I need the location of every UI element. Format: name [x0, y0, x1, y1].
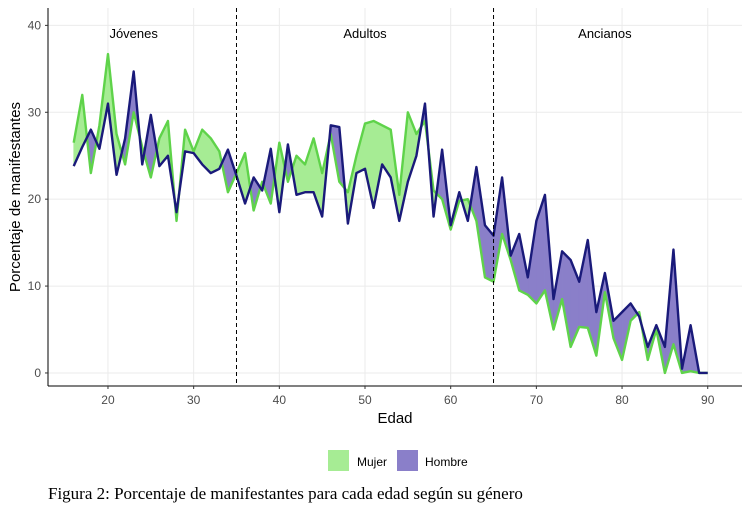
y-tick-label: 0: [34, 366, 41, 380]
x-tick-label: 60: [444, 393, 458, 407]
difference-area: [373, 120, 383, 208]
legend-label-mujer: Mujer: [357, 455, 387, 469]
period-labels: Jóvenes Adultos Ancianos: [109, 26, 632, 41]
series-lines: [72, 52, 708, 375]
y-tick-label: 40: [28, 18, 42, 32]
x-tick-label: 90: [701, 393, 715, 407]
difference-areas: [73, 54, 708, 374]
x-tick-label: 50: [358, 393, 372, 407]
x-tick-label: 70: [530, 393, 544, 407]
period-label: Jóvenes: [109, 26, 158, 41]
legend: Mujer Hombre: [328, 450, 468, 471]
axes: [45, 8, 742, 389]
legend-label-hombre: Hombre: [425, 455, 468, 469]
y-tick-label: 30: [28, 105, 42, 119]
y-tick-label: 10: [28, 279, 42, 293]
period-label: Adultos: [343, 26, 387, 41]
difference-area: [304, 138, 314, 193]
y-tick-label: 20: [28, 192, 42, 206]
x-tick-label: 40: [273, 393, 287, 407]
x-tick-label: 30: [187, 393, 201, 407]
x-axis-title: Edad: [377, 410, 412, 427]
tick-labels: 0 10 20 30 40 20 30 40 50 60 70 80 90: [28, 18, 715, 407]
x-tick-label: 20: [101, 393, 115, 407]
difference-area: [561, 250, 571, 347]
period-dividers: [235, 8, 495, 386]
difference-area: [364, 120, 374, 208]
legend-swatch-hombre: [397, 450, 418, 471]
period-label: Ancianos: [578, 26, 632, 41]
difference-area: [578, 239, 589, 329]
x-tick-label: 80: [615, 393, 629, 407]
figure-caption: Figura 2: Porcentaje de manifestantes pa…: [48, 484, 523, 503]
legend-swatch-mujer: [328, 450, 349, 471]
y-axis-title: Porcentaje de manifestantes: [7, 102, 24, 292]
series-line-hombre: [72, 70, 708, 375]
